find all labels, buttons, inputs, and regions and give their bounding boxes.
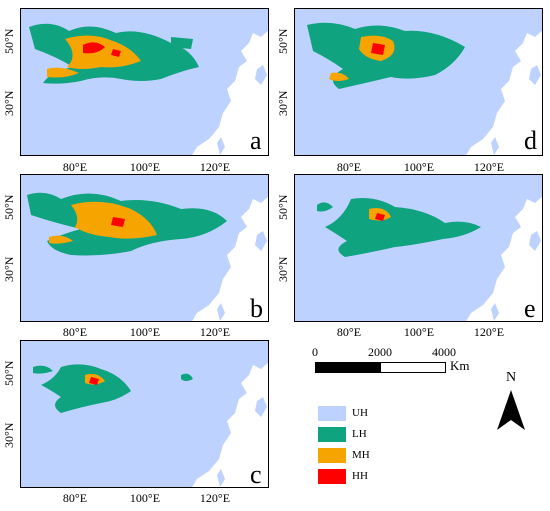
map-a — [21, 9, 268, 155]
scale-tick-0: 0 — [312, 345, 318, 359]
north-label: N — [505, 370, 517, 385]
map-frame-b — [20, 174, 269, 322]
lat-label-50: 50°N — [2, 360, 16, 386]
legend-item-mh: MH — [318, 447, 398, 465]
map-frame-d — [294, 8, 543, 156]
lon-label-120: 120°E — [473, 160, 505, 174]
lat-label-30: 30°N — [2, 90, 16, 116]
island — [529, 231, 541, 251]
lat-label-50: 50°N — [276, 28, 290, 54]
lh-region — [325, 198, 481, 257]
lon-label-80: 80°E — [336, 160, 362, 174]
legend-swatch-mh — [318, 448, 346, 463]
hh-region — [89, 377, 99, 385]
panel-letter-b: b — [250, 294, 263, 323]
island — [491, 137, 499, 155]
scale-segment-black — [315, 362, 382, 373]
map-frame-e — [294, 174, 543, 322]
lh-region — [171, 37, 193, 49]
island — [217, 137, 225, 155]
lh-region — [33, 365, 53, 374]
lat-label-30: 30°N — [2, 256, 16, 282]
hh-region — [371, 43, 385, 55]
panel-letter-d: d — [524, 126, 537, 155]
hh-region — [375, 213, 385, 221]
lat-label-50: 50°N — [276, 194, 290, 220]
lon-label-100: 100°E — [129, 325, 161, 339]
map-frame-a — [20, 8, 269, 156]
scale-bar: 0 2000 4000 Km — [312, 345, 483, 385]
map-e — [295, 175, 542, 321]
panel-letter-e: e — [524, 294, 536, 323]
island — [255, 231, 267, 251]
lon-label-100: 100°E — [129, 160, 161, 174]
lh-region — [181, 373, 193, 381]
lon-label-120: 120°E — [199, 491, 231, 505]
mh-region — [49, 235, 73, 244]
north-arrow-icon — [497, 390, 525, 430]
legend-swatch-hh — [318, 469, 346, 484]
map-d — [295, 9, 542, 155]
hh-region — [111, 49, 121, 57]
lon-label-100: 100°E — [403, 325, 435, 339]
lat-label-30: 30°N — [2, 422, 16, 448]
island — [255, 65, 267, 85]
legend-item-lh: LH — [318, 426, 398, 444]
legend-label-mh: MH — [352, 449, 370, 461]
lon-label-120: 120°E — [199, 160, 231, 174]
island — [217, 303, 225, 321]
lon-label-80: 80°E — [336, 325, 362, 339]
lon-label-100: 100°E — [403, 160, 435, 174]
legend-label-hh: HH — [352, 470, 368, 482]
legend: UH LH MH HH — [318, 405, 398, 489]
legend-item-hh: HH — [318, 468, 398, 486]
island — [217, 469, 225, 487]
map-frame-c — [20, 340, 269, 488]
lon-label-100: 100°E — [129, 491, 161, 505]
mh-region — [47, 67, 79, 78]
scale-unit: Km — [450, 358, 470, 373]
island — [491, 303, 499, 321]
hh-region — [111, 217, 125, 227]
legend-label-uh: UH — [352, 407, 368, 419]
lon-label-120: 120°E — [199, 325, 231, 339]
lat-label-50: 50°N — [2, 28, 16, 54]
lat-label-50: 50°N — [2, 194, 16, 220]
lon-label-120: 120°E — [473, 325, 505, 339]
lon-label-80: 80°E — [62, 491, 88, 505]
lh-region — [317, 202, 333, 212]
map-c — [21, 341, 268, 487]
panel-letter-c: c — [250, 460, 262, 489]
panel-letter-a: a — [250, 126, 262, 155]
lat-label-30: 30°N — [276, 90, 290, 116]
legend-item-uh: UH — [318, 405, 398, 423]
scale-segment-white — [380, 362, 446, 373]
island — [255, 397, 267, 417]
legend-label-lh: LH — [352, 428, 367, 440]
lat-label-30: 30°N — [276, 256, 290, 282]
map-b — [21, 175, 268, 321]
mh-region — [65, 35, 141, 69]
island — [529, 65, 541, 85]
legend-swatch-lh — [318, 427, 346, 442]
lon-label-80: 80°E — [62, 325, 88, 339]
mh-region — [329, 72, 349, 81]
lon-label-80: 80°E — [62, 160, 88, 174]
legend-swatch-uh — [318, 406, 346, 421]
scale-tick-4000: 4000 — [432, 345, 456, 359]
north-arrow: N — [494, 370, 528, 434]
scale-tick-2000: 2000 — [368, 345, 392, 359]
hh-region — [83, 42, 105, 54]
lh-region — [41, 364, 131, 413]
